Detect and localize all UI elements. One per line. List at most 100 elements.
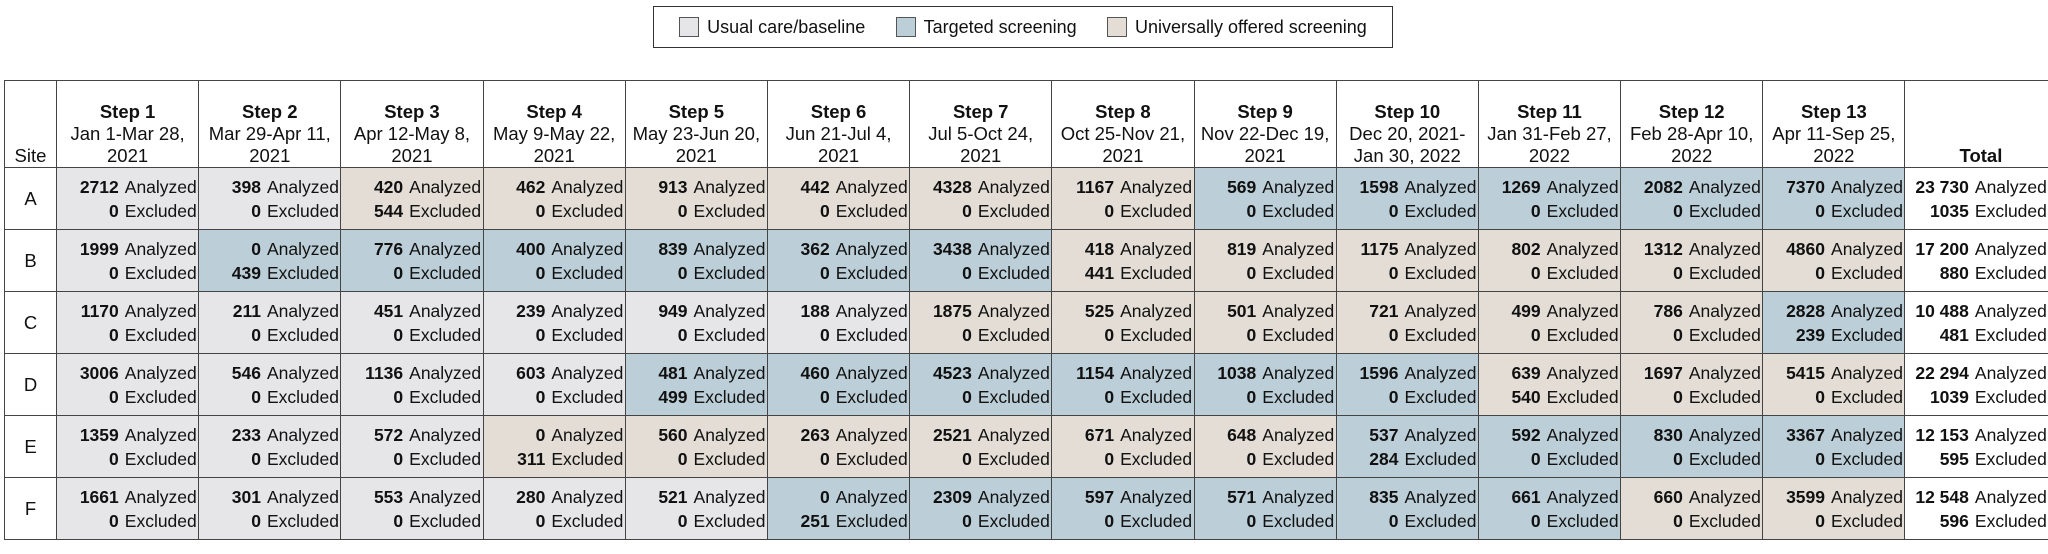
- excluded-count: 0: [677, 200, 688, 221]
- step-cell: 786 Analyzed 0 Excluded: [1620, 291, 1764, 354]
- step-cell: 442 Analyzed 0 Excluded: [766, 167, 911, 230]
- analyzed-label: Analyzed: [1688, 300, 1761, 321]
- excluded-label: Excluded: [124, 510, 197, 531]
- step-dates: Dec 20, 2021- Jan 30, 2022: [1349, 123, 1466, 166]
- step-cell: 1136 Analyzed 0 Excluded: [340, 353, 484, 416]
- step-cell: 499 Analyzed 0 Excluded: [1477, 291, 1622, 354]
- analyzed-label: Analyzed: [1120, 300, 1193, 321]
- step-cell: 418 Analyzed 441 Excluded: [1051, 229, 1195, 292]
- step-cell: 501 Analyzed 0 Excluded: [1193, 291, 1337, 354]
- step-label: Step 5: [668, 101, 725, 122]
- excluded-label: Excluded: [124, 262, 197, 283]
- analyzed-count: 830: [1653, 424, 1683, 445]
- excluded-label: Excluded: [124, 386, 197, 407]
- analyzed-count: 1598: [1359, 176, 1399, 197]
- legend-item: Universally offered screening: [1107, 17, 1367, 38]
- excluded-count: 0: [1530, 324, 1541, 345]
- excluded-label: Excluded: [1831, 262, 1904, 283]
- excluded-count: 0: [1246, 262, 1257, 283]
- excluded-count: 0: [1104, 386, 1115, 407]
- excluded-count: 0: [677, 324, 688, 345]
- step-dates: Nov 22-Dec 19, 2021: [1200, 123, 1330, 166]
- step-cell: 819 Analyzed 0 Excluded: [1193, 229, 1337, 292]
- analyzed-count: 592: [1511, 424, 1541, 445]
- step-cell: 1154 Analyzed 0 Excluded: [1051, 353, 1195, 416]
- analyzed-count: 10 488: [1915, 300, 1969, 321]
- analyzed-count: 211: [232, 300, 261, 321]
- analyzed-label: Analyzed: [1262, 424, 1335, 445]
- step-header: Step 4 May 9-May 22, 2021: [482, 80, 626, 168]
- excluded-label: Excluded: [835, 262, 908, 283]
- step-label: Step 11: [1517, 101, 1582, 122]
- excluded-label: Excluded: [977, 324, 1050, 345]
- step-cell: 188 Analyzed 0 Excluded: [766, 291, 911, 354]
- analyzed-label: Analyzed: [1404, 486, 1477, 507]
- analyzed-label: Analyzed: [1404, 424, 1477, 445]
- analyzed-label: Analyzed: [409, 176, 482, 197]
- step-header: Step 7 Jul 5-Oct 24, 2021: [909, 80, 1053, 168]
- analyzed-count: 2309: [932, 486, 972, 507]
- analyzed-count: 0: [819, 486, 830, 507]
- step-cell: 451 Analyzed 0 Excluded: [340, 291, 484, 354]
- step-cell: 949 Analyzed 0 Excluded: [624, 291, 768, 354]
- excluded-count: 0: [393, 262, 404, 283]
- legend-swatch: [1107, 17, 1128, 37]
- analyzed-count: 22 294: [1915, 362, 1969, 383]
- total-cell: 23 730 Analyzed 1035 Excluded: [1904, 167, 2048, 230]
- excluded-count: 0: [393, 324, 404, 345]
- step-cell: 301 Analyzed 0 Excluded: [198, 477, 342, 540]
- analyzed-label: Analyzed: [835, 486, 908, 507]
- site-label: A: [4, 167, 57, 230]
- step-cell: 2082 Analyzed 0 Excluded: [1620, 167, 1764, 230]
- step-cell: 525 Analyzed 0 Excluded: [1051, 291, 1195, 354]
- analyzed-label: Analyzed: [835, 238, 908, 259]
- analyzed-label: Analyzed: [977, 300, 1050, 321]
- step-cell: 830 Analyzed 0 Excluded: [1620, 415, 1764, 478]
- step-header: Step 12 Feb 28-Apr 10, 2022: [1620, 80, 1764, 168]
- step-label: Step 3: [384, 101, 440, 122]
- analyzed-count: 481: [658, 362, 688, 383]
- step-cell: 1697 Analyzed 0 Excluded: [1620, 353, 1764, 416]
- analyzed-label: Analyzed: [1546, 486, 1619, 507]
- excluded-label: Excluded: [1688, 262, 1761, 283]
- step-cell: 721 Analyzed 0 Excluded: [1335, 291, 1479, 354]
- step-cell: 239 Analyzed 0 Excluded: [482, 291, 626, 354]
- step-cell: 1312 Analyzed 0 Excluded: [1620, 229, 1764, 292]
- analyzed-count: 537: [1369, 424, 1399, 445]
- analyzed-label: Analyzed: [835, 362, 908, 383]
- excluded-label: Excluded: [1831, 510, 1904, 531]
- step-cell: 603 Analyzed 0 Excluded: [482, 353, 626, 416]
- excluded-count: 0: [1815, 200, 1826, 221]
- step-header: Step 5 May 23-Jun 20, 2021: [624, 80, 768, 168]
- analyzed-label: Analyzed: [266, 486, 339, 507]
- step-label: Step 12: [1658, 101, 1725, 122]
- analyzed-count: 1596: [1359, 362, 1399, 383]
- analyzed-label: Analyzed: [1974, 486, 2047, 507]
- excluded-count: 0: [251, 200, 261, 221]
- analyzed-count: 949: [658, 300, 688, 321]
- step-header: Step 9 Nov 22-Dec 19, 2021: [1193, 80, 1337, 168]
- analyzed-count: 418: [1084, 238, 1115, 259]
- excluded-count: 0: [1388, 510, 1399, 531]
- excluded-label: Excluded: [551, 200, 624, 221]
- excluded-count: 0: [109, 324, 119, 345]
- analyzed-count: 1269: [1501, 176, 1541, 197]
- excluded-label: Excluded: [1546, 510, 1619, 531]
- step-header: Step 3 Apr 12-May 8, 2021: [340, 80, 484, 168]
- excluded-count: 0: [962, 448, 972, 469]
- step-cell: 2521 Analyzed 0 Excluded: [909, 415, 1053, 478]
- excluded-label: Excluded: [1688, 200, 1761, 221]
- excluded-label: Excluded: [1404, 200, 1477, 221]
- excluded-count: 0: [962, 510, 972, 531]
- step-cell: 211 Analyzed 0 Excluded: [198, 291, 342, 354]
- analyzed-label: Analyzed: [551, 424, 624, 445]
- excluded-label: Excluded: [1262, 324, 1335, 345]
- excluded-label: Excluded: [1974, 262, 2047, 283]
- excluded-label: Excluded: [1262, 510, 1335, 531]
- step-cell: 802 Analyzed 0 Excluded: [1477, 229, 1622, 292]
- excluded-label: Excluded: [1831, 448, 1904, 469]
- analyzed-label: Analyzed: [551, 238, 624, 259]
- analyzed-label: Analyzed: [693, 176, 766, 197]
- table-row: A 2712 Analyzed 0 Excluded 398 Analyzed 0 Exclud…: [4, 167, 2048, 230]
- analyzed-label: Analyzed: [1974, 238, 2047, 259]
